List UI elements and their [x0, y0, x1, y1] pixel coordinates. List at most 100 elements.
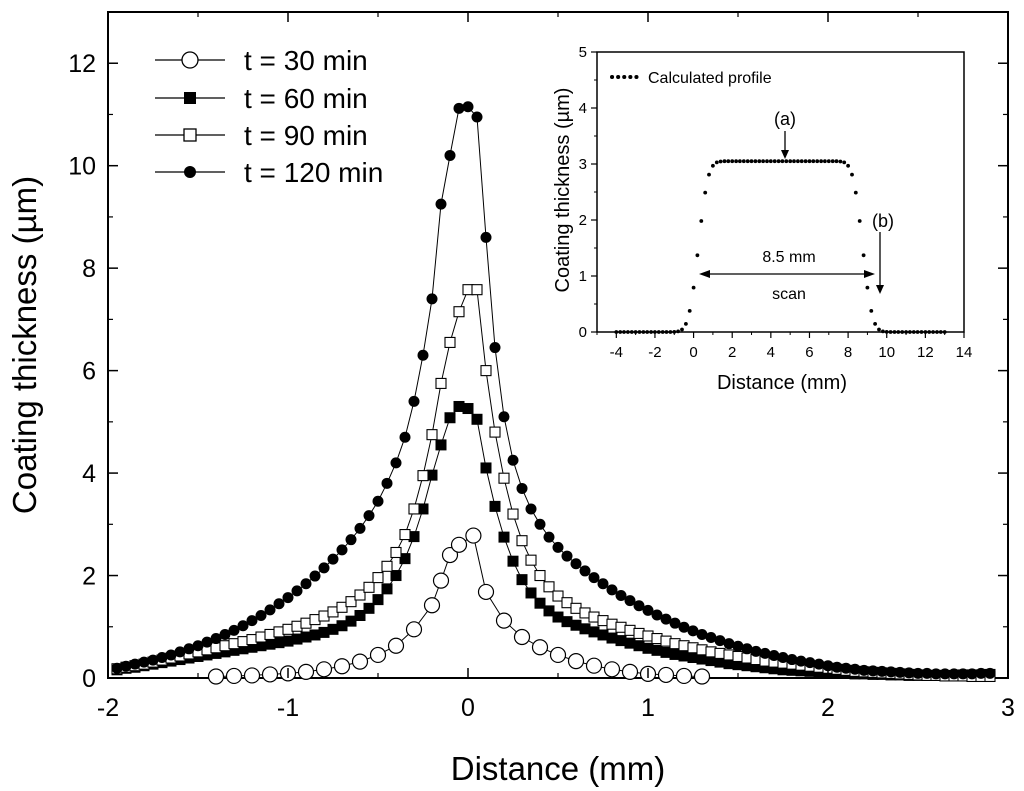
inset-data-point — [807, 159, 812, 164]
data-point — [453, 306, 465, 318]
inset-data-point — [815, 159, 820, 164]
data-point — [408, 503, 420, 515]
main-legend: t = 30 min t = 60 min t = 90 min t = 120… — [155, 45, 383, 188]
data-point — [390, 457, 402, 469]
inset-x-tick-label: -2 — [648, 344, 661, 361]
data-point — [552, 541, 564, 553]
data-point — [567, 652, 585, 670]
data-point — [732, 659, 744, 671]
data-point — [642, 642, 654, 654]
data-point — [696, 628, 708, 640]
inset-x-tick-label: 14 — [956, 344, 973, 361]
inset-data-point — [684, 322, 688, 326]
data-point — [372, 495, 384, 507]
legend-label-120: t = 120 min — [244, 157, 383, 188]
data-point — [363, 581, 375, 593]
inset-data-point — [857, 219, 862, 223]
data-point — [417, 470, 429, 482]
data-point — [165, 649, 177, 661]
data-point — [300, 578, 312, 590]
data-point — [840, 662, 852, 674]
inset-data-point — [726, 159, 731, 164]
data-point — [507, 454, 519, 466]
data-point — [333, 658, 351, 675]
data-point — [471, 111, 483, 123]
data-point — [849, 663, 861, 675]
data-point — [948, 668, 960, 680]
main-x-tick-label: 3 — [1001, 694, 1015, 722]
inset-data-point — [753, 159, 758, 164]
data-point — [723, 638, 735, 650]
data-point — [552, 590, 564, 602]
inset-data-point — [869, 309, 874, 313]
data-point — [903, 667, 915, 679]
data-point — [675, 667, 693, 685]
inset-data-point — [796, 159, 800, 164]
data-point — [732, 640, 744, 652]
data-point — [957, 668, 969, 680]
inset-data-point — [834, 159, 839, 164]
inset-x-tick-label: 2 — [728, 344, 736, 361]
data-point — [354, 609, 366, 621]
data-point — [507, 555, 519, 567]
annotation-a-label: (a) — [774, 109, 796, 129]
data-point — [549, 646, 567, 664]
data-point — [444, 412, 456, 424]
data-point — [621, 663, 639, 680]
data-point — [282, 592, 294, 604]
inset-x-tick-label: 8 — [844, 344, 852, 361]
inset-legend-label: Calculated profile — [648, 70, 772, 87]
data-point — [534, 569, 546, 582]
data-point — [399, 529, 411, 541]
inset-data-point — [819, 159, 823, 164]
data-point — [687, 625, 699, 637]
data-point — [822, 660, 834, 672]
data-point — [480, 365, 492, 377]
data-point — [513, 628, 531, 646]
data-point — [687, 652, 699, 664]
scan-width-label: 8.5 mm — [762, 249, 815, 266]
data-point — [489, 342, 501, 354]
inset-data-point — [768, 159, 773, 164]
legend-label-90: t = 90 min — [244, 120, 368, 151]
main-series-layer — [111, 101, 996, 685]
data-point — [750, 661, 762, 673]
data-point — [561, 616, 573, 628]
data-point — [693, 668, 711, 685]
data-point — [417, 503, 429, 515]
data-point — [660, 613, 672, 625]
data-point — [696, 653, 708, 665]
data-point — [534, 597, 546, 609]
data-point — [207, 668, 225, 685]
data-point — [768, 663, 780, 675]
data-point — [435, 439, 447, 451]
inset-data-point — [792, 159, 796, 164]
data-point — [255, 609, 267, 621]
data-point — [345, 615, 357, 627]
data-point — [624, 637, 636, 649]
data-point — [531, 639, 549, 656]
main-x-tick-label: 2 — [821, 694, 835, 722]
legend-marker-30 — [181, 51, 199, 69]
data-point — [597, 629, 609, 641]
scan-label: scan — [772, 286, 806, 303]
data-point — [426, 293, 438, 305]
data-point — [930, 668, 942, 680]
data-point — [273, 637, 285, 649]
data-point — [624, 595, 636, 607]
inset-x-axis-label: Distance (mm) — [717, 372, 847, 394]
inset-data-point — [823, 159, 827, 164]
data-point — [579, 623, 591, 635]
data-point — [387, 637, 405, 654]
main-y-tick-label: 8 — [82, 255, 96, 283]
main-x-tick-label: 1 — [641, 694, 655, 722]
data-point — [183, 643, 195, 655]
inset-y-axis-label: Coating thickness (µm) — [552, 88, 574, 293]
main-y-tick-label: 10 — [68, 153, 96, 181]
data-point — [354, 522, 366, 534]
data-point — [369, 646, 387, 664]
data-point — [255, 640, 267, 652]
data-point — [261, 666, 279, 683]
data-point — [498, 411, 510, 423]
